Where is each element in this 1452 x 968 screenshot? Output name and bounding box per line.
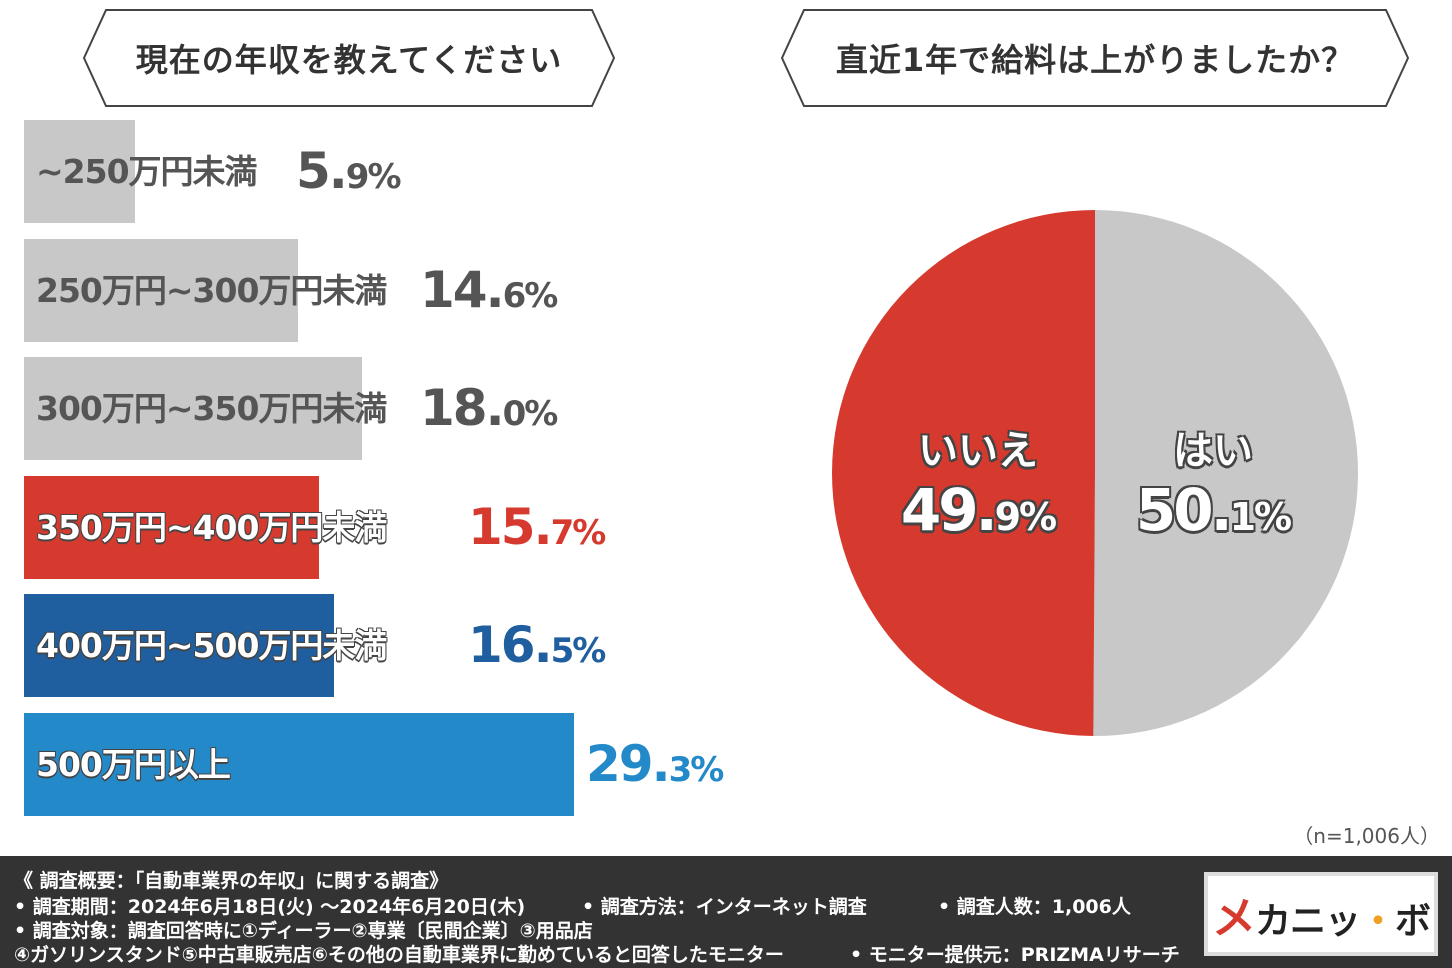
bar-value-label: 18.0%: [420, 379, 558, 437]
bar-category-label: 350万円~400万円未満: [36, 507, 387, 547]
pie-slice: [832, 210, 1095, 736]
bar: [24, 712, 574, 816]
bar: [24, 594, 334, 697]
pie-category-yes: はい: [1173, 428, 1253, 474]
bar-category-label: 500万円以上: [36, 744, 231, 784]
footer-summary: 《 調査概要：「自動車業界の年収」に関する調査》: [14, 870, 449, 892]
bar: [24, 475, 319, 579]
bar-value-label: 29.3%: [586, 734, 724, 793]
footer-provider: • モニター提供元：PRIZMAリサーチ: [850, 944, 1180, 966]
pie-chart-title: 直近1年で給料は上がりましたか？: [780, 8, 1410, 108]
bar-value-label: 15.7%: [468, 497, 606, 556]
pie-svg: [832, 210, 1359, 737]
pie-label-no: いいえ 49.9%: [893, 418, 1063, 544]
footer-count: • 調査人数：1,006人: [938, 896, 1131, 918]
footer-target-2: ④ガソリンスタンド⑤中古車販売店⑥その他の自動車業界に勤めていると回答したモニタ…: [14, 944, 784, 966]
pie-chart-title-text: 直近1年で給料は上がりましたか？: [835, 41, 1355, 79]
title-frame: [780, 9, 1410, 107]
bar-category-label: 250万円~300万円未満: [36, 270, 387, 310]
sample-size-note: （n=1,006人）: [1293, 824, 1440, 848]
logo-text: メカニッ・ボ: [1211, 893, 1431, 944]
pie-slice: [1093, 210, 1359, 737]
pie-label-yes: はい 50.1%: [1128, 418, 1298, 544]
survey-footer: 《 調査概要：「自動車業界の年収」に関する調査》 • 調査期間：2024年6月1…: [0, 856, 1452, 968]
bar-value-label: 5.9%: [296, 142, 402, 200]
bar-category-label: 400万円~500万円未満: [36, 626, 387, 665]
pie-category-no: いいえ: [918, 428, 1038, 474]
bar: [24, 120, 135, 223]
salary-raise-pie-chart: [830, 208, 1360, 738]
footer-period: • 調査期間：2024年6月18日(火) ～2024年6月20日(木): [14, 896, 526, 918]
bar-value-label: 14.6%: [420, 260, 558, 319]
pie-value-no: 49.9%: [900, 476, 1057, 544]
bar: [24, 238, 299, 342]
footer-target: • 調査対象：調査回答時に①ディーラー②専業〔民間企業〕③用品店: [14, 920, 593, 942]
bar: [24, 357, 362, 460]
bar-value-label: 16.5%: [468, 616, 606, 674]
title-frame: [82, 9, 616, 107]
footer-method: • 調査方法：インターネット調査: [582, 896, 867, 918]
pie-value-yes: 50.1%: [1135, 476, 1292, 544]
bar-category-label: 300万円~350万円未満: [36, 389, 387, 428]
bar-chart-title-text: 現在の年収を教えてください: [135, 41, 563, 79]
bar-chart-title: 現在の年収を教えてください: [82, 8, 616, 108]
bar-category-label: ~250万円未満: [36, 152, 258, 191]
mechanicbo-logo: メカニッ・ボ: [1204, 872, 1438, 956]
